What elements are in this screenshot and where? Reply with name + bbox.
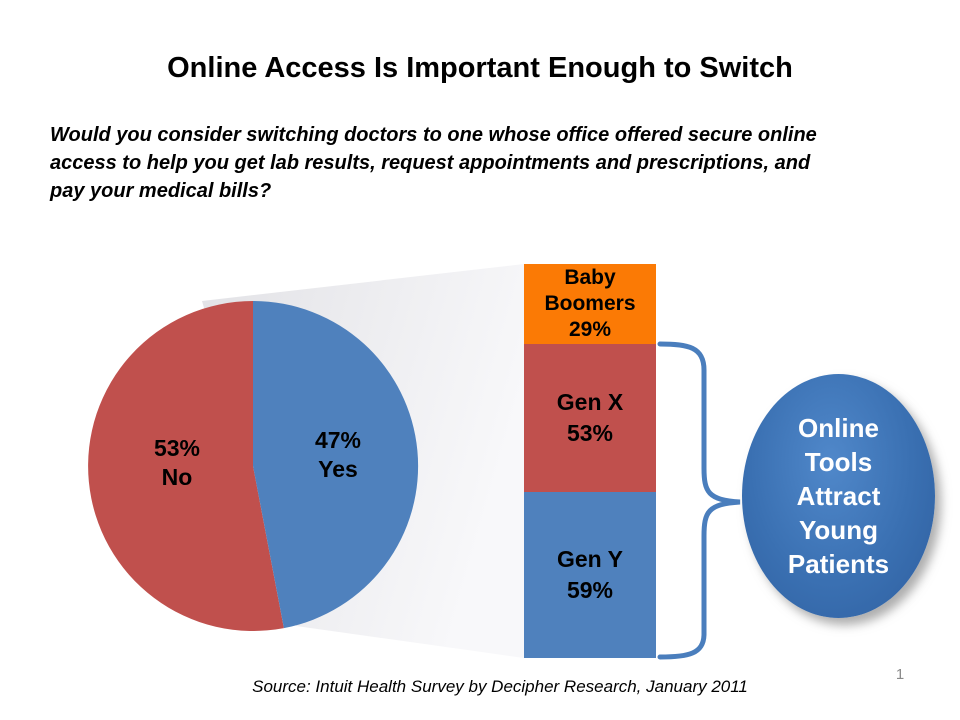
- callout-ellipse: Online Tools Attract Young Patients: [742, 374, 935, 618]
- pie-label-no: 53% No: [122, 434, 232, 492]
- pie-no-percent: 53%: [153, 435, 201, 461]
- bar-segment-gen-x-label: Gen X: [556, 389, 624, 415]
- bar-segment-baby-boomers: Baby Boomers 29%: [524, 264, 656, 344]
- bar-segment-gen-x: Gen X 53%: [524, 344, 656, 492]
- bar-segment-gen-y-percent: 59%: [566, 577, 614, 603]
- stacked-bar: Baby Boomers 29% Gen X 53% Gen Y 59%: [524, 264, 656, 658]
- bar-segment-gen-x-percent: 53%: [566, 420, 614, 446]
- pie-slice-yes: [253, 300, 419, 629]
- page-number: 1: [895, 666, 905, 683]
- question-line-1: Would you consider switching doctors to …: [50, 124, 817, 146]
- pie-yes-text: Yes: [318, 456, 358, 482]
- pie-slice-no: [88, 301, 284, 631]
- source-text: Source: Intuit Health Survey by Decipher…: [252, 677, 748, 696]
- bar-segment-gen-y: Gen Y 59%: [524, 492, 656, 658]
- slide-title: Online Access Is Important Enough to Swi…: [167, 52, 793, 84]
- brace-icon: [657, 341, 741, 660]
- bar-segment-baby-boomers-label: Baby Boomers: [544, 266, 636, 315]
- pie-yes-percent: 47%: [314, 427, 362, 453]
- bar-segment-gen-y-label: Gen Y: [556, 546, 624, 572]
- question-line-2: access to help you get lab results, requ…: [50, 152, 811, 174]
- question-line-3: pay your medical bills?: [50, 180, 272, 202]
- callout-text: Online Tools Attract Young Patients: [787, 413, 890, 579]
- bar-segment-baby-boomers-percent: 29%: [568, 318, 612, 341]
- question-text: Would you consider switching doctors to …: [50, 121, 930, 205]
- pie-label-yes: 47% Yes: [283, 426, 393, 484]
- pie-no-text: No: [161, 464, 193, 490]
